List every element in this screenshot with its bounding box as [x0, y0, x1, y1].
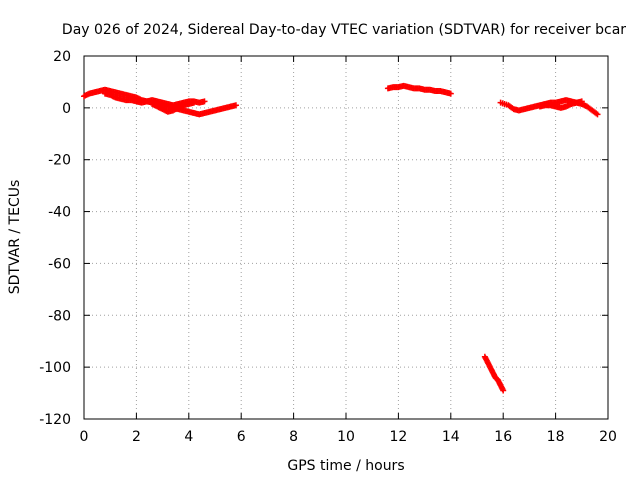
data-point: [578, 98, 585, 105]
data-point: [232, 102, 239, 109]
x-tick-label: 4: [184, 429, 193, 445]
data-point: [191, 99, 198, 106]
axis-ticks: 0 2 4 6 8 10 12 14 16 18 20 20 0 -20 -40 -60 -80 -100 -120: [39, 49, 617, 445]
x-axis-label: GPS time / hours: [287, 458, 404, 474]
data-point: [447, 90, 454, 97]
y-tick-label: -120: [39, 412, 71, 428]
y-tick-label: -100: [39, 360, 71, 376]
x-tick-label: 0: [80, 429, 89, 445]
data-point: [201, 98, 208, 105]
series-pass-4: [384, 82, 454, 97]
x-tick-label: 12: [389, 429, 407, 445]
y-tick-label: -20: [48, 153, 71, 169]
y-tick-label: -60: [48, 256, 71, 272]
y-tick-label: 20: [53, 49, 71, 65]
data-point: [500, 387, 507, 394]
y-axis-label: SDTVAR / TECUs: [7, 180, 23, 295]
series-pass-5: [481, 353, 507, 394]
x-tick-label: 18: [547, 429, 565, 445]
y-tick-label: 0: [62, 101, 71, 117]
x-tick-label: 14: [442, 429, 460, 445]
x-tick-label: 10: [337, 429, 355, 445]
plot-frame: [83, 55, 609, 420]
x-tick-label: 20: [599, 429, 617, 445]
data-point: [594, 111, 601, 118]
x-tick-label: 2: [132, 429, 141, 445]
x-tick-label: 16: [494, 429, 512, 445]
data-points: [81, 82, 601, 394]
y-tick-label: -40: [48, 205, 71, 221]
series-pass-7: [536, 98, 585, 111]
series-pass-3: [149, 99, 198, 115]
y-tick-label: -80: [48, 308, 71, 324]
x-tick-label: 8: [289, 429, 298, 445]
x-tick-label: 6: [237, 429, 246, 445]
chart-title: Day 026 of 2024, Sidereal Day-to-day VTE…: [62, 22, 626, 38]
